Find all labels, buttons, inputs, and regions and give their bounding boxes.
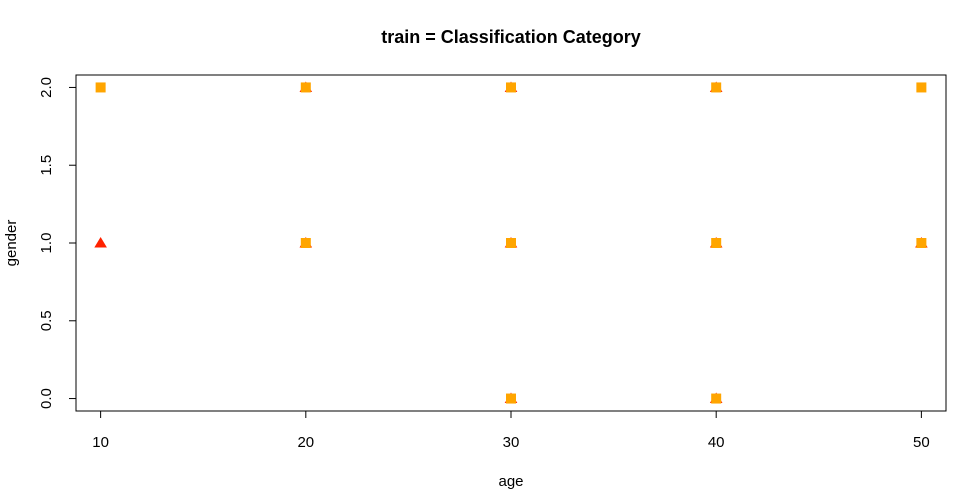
y-tick-label: 2.0 bbox=[38, 77, 55, 98]
scatter-point-square bbox=[711, 393, 722, 404]
y-axis-label: gender bbox=[3, 220, 20, 267]
x-axis: 10 20 30 40 50 bbox=[92, 410, 930, 451]
scatter-point-square bbox=[300, 238, 311, 248]
y-tick-label: 0.5 bbox=[38, 310, 55, 331]
scatter-point-square bbox=[711, 82, 722, 93]
x-tick-label: 40 bbox=[708, 434, 725, 451]
scatter-point-square bbox=[506, 238, 516, 248]
x-tick-label: 30 bbox=[503, 434, 520, 451]
y-tick-label: 1.0 bbox=[38, 233, 55, 254]
scatter-point-square bbox=[916, 82, 927, 93]
data-points bbox=[94, 81, 928, 404]
y-tick-label: 1.5 bbox=[38, 155, 55, 176]
scatter-point-square bbox=[300, 82, 311, 93]
scatter-point-triangle bbox=[94, 237, 107, 248]
y-tick-label: 0.0 bbox=[38, 388, 55, 409]
scatter-point-square bbox=[95, 82, 106, 93]
scatter-point-square bbox=[711, 238, 722, 248]
x-tick-label: 10 bbox=[92, 434, 109, 451]
chart-title: train = Classification Category bbox=[381, 27, 641, 47]
scatter-point-square bbox=[506, 82, 516, 93]
scatter-point-square bbox=[506, 393, 516, 404]
x-tick-label: 20 bbox=[297, 434, 314, 451]
x-tick-label: 50 bbox=[913, 434, 930, 451]
scatter-point-square bbox=[916, 238, 927, 248]
y-axis: 0.0 0.5 1.0 1.5 2.0 bbox=[38, 77, 77, 409]
x-axis-label: age bbox=[498, 473, 523, 490]
